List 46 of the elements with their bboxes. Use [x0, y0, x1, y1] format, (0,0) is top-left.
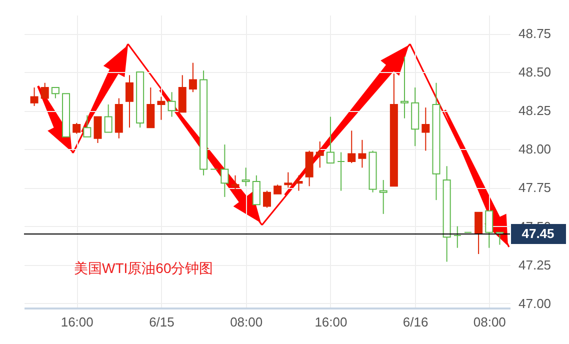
x-tick-label: 6/15: [149, 314, 174, 330]
candlestick: [30, 86, 38, 106]
x-tick-label: 08:00: [230, 314, 263, 330]
candlestick: [72, 122, 81, 134]
annotation: 美国WTI原油60分钟图: [74, 260, 214, 276]
ref-line-label: 47.45: [522, 226, 554, 241]
candlestick: [252, 174, 260, 206]
candlestick: [51, 86, 60, 99]
candlestick: [157, 96, 166, 120]
candlestick: [422, 107, 430, 152]
candlestick: [326, 116, 334, 164]
candlestick: [474, 212, 483, 255]
y-tick-label: 47.00: [518, 296, 552, 311]
candlestick: [294, 174, 303, 192]
x-tick-label: 08:00: [473, 314, 506, 330]
candlestick: [485, 210, 494, 248]
candlestick: [379, 180, 388, 214]
x-tick-label: 16:00: [314, 314, 348, 330]
candlestick: [188, 62, 197, 93]
candlestick: [337, 152, 346, 192]
y-tick-label: 47.25: [518, 257, 552, 272]
candlestick: [358, 139, 366, 168]
x-tick-label: 16:00: [60, 314, 94, 330]
y-tick-label: 48.50: [518, 64, 552, 80]
candlestick: [348, 130, 356, 164]
y-tick-label: 47.75: [518, 180, 552, 196]
candlestick: [220, 144, 229, 198]
candlestick: [83, 114, 92, 138]
candlestick: [125, 74, 134, 128]
y-tick-label: 48.25: [518, 103, 552, 118]
candlestick: [40, 82, 49, 99]
candlestick: [94, 116, 102, 144]
candlestick: [242, 167, 250, 187]
candlestick: [168, 92, 176, 118]
candlestick: [316, 140, 324, 168]
candlestick: [400, 56, 409, 119]
x-tick-label: 6/16: [402, 314, 428, 330]
y-tick-label: 48.75: [518, 26, 552, 42]
candlestick: [284, 172, 292, 188]
candlestick: [146, 86, 155, 128]
candlestick: [274, 184, 282, 194]
y-tick-label: 48.00: [518, 142, 552, 157]
candlestick: [453, 226, 462, 248]
candlestick: [263, 190, 271, 208]
candlestick: [104, 104, 112, 133]
candlestick: [231, 174, 240, 192]
